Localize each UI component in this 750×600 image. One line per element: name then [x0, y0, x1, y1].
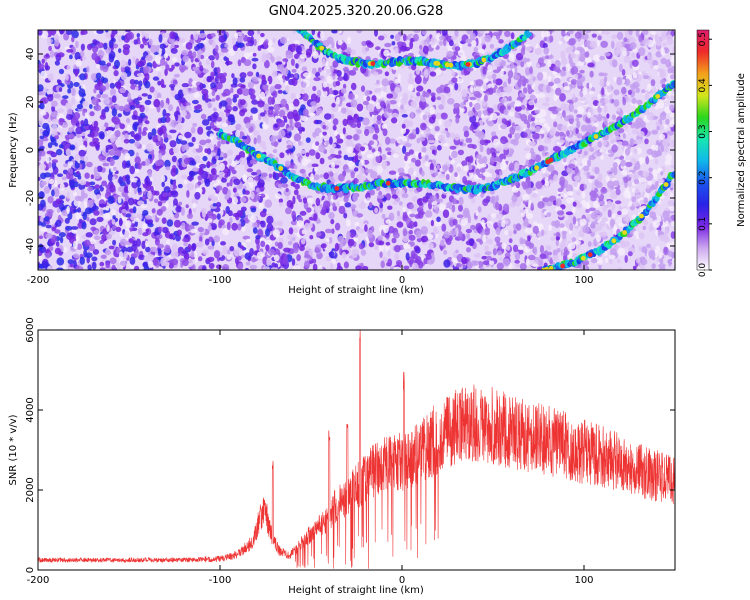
y-tick-label: -20 — [25, 190, 36, 206]
snr-x-label: Height of straight line (km) — [288, 585, 424, 596]
x-tick-label: 0 — [399, 575, 405, 586]
colorbar-tick-label: 0.4 — [698, 78, 708, 93]
snr-y-ticks: 0 2000 4000 6000 — [25, 317, 675, 573]
colorbar-tick-label: 0.5 — [698, 32, 708, 46]
x-tick-label: 100 — [574, 275, 593, 286]
snr-series-line — [38, 330, 675, 569]
colorbar-tick-label: 0.0 — [698, 263, 708, 278]
colorbar: 0.0 0.1 0.2 0.3 0.4 0.5 Normalized spectral a… — [696, 29, 747, 277]
y-tick-label: 0 — [25, 567, 36, 573]
spectrogram-y-ticks: -40 -20 0 20 40 — [25, 48, 675, 254]
snr-y-label: SNR (10 * v/v) — [8, 414, 19, 485]
colorbar-gradient — [696, 29, 710, 271]
x-tick-label: 0 — [399, 275, 405, 286]
y-tick-label: -40 — [25, 238, 36, 254]
snr-x-ticks: -200 -100 0 100 — [27, 330, 594, 586]
y-tick-label: 40 — [25, 48, 36, 61]
x-tick-label: -100 — [209, 275, 232, 286]
y-tick-label: 0 — [25, 147, 36, 153]
figure-title: GN04.2025.320.20.06.G28 — [269, 4, 444, 19]
x-tick-label: -100 — [209, 575, 232, 586]
colorbar-tick-label: 0.2 — [698, 171, 708, 185]
y-tick-label: 20 — [25, 96, 36, 109]
x-tick-label: -200 — [27, 275, 50, 286]
spectrogram-y-label: Frequency (Hz) — [8, 112, 19, 188]
x-tick-label: -200 — [27, 575, 50, 586]
colorbar-ticks: 0.0 0.1 0.2 0.3 0.4 0.5 — [698, 32, 712, 277]
spectrogram-ridges — [217, 30, 675, 270]
colorbar-tick-label: 0.3 — [698, 124, 708, 138]
colorbar-tick-label: 0.1 — [698, 217, 708, 231]
y-tick-label: 6000 — [25, 317, 36, 342]
spectrogram-noise — [38, 30, 675, 270]
spectrogram-x-ticks: -200 -100 0 100 — [27, 30, 594, 286]
snr-frame — [37, 329, 676, 571]
y-tick-label: 4000 — [25, 397, 36, 422]
spectrogram-x-label: Height of straight line (km) — [288, 285, 424, 296]
x-tick-label: 100 — [574, 575, 593, 586]
colorbar-label: Normalized spectral amplitude — [736, 73, 747, 227]
y-tick-label: 2000 — [25, 477, 36, 502]
